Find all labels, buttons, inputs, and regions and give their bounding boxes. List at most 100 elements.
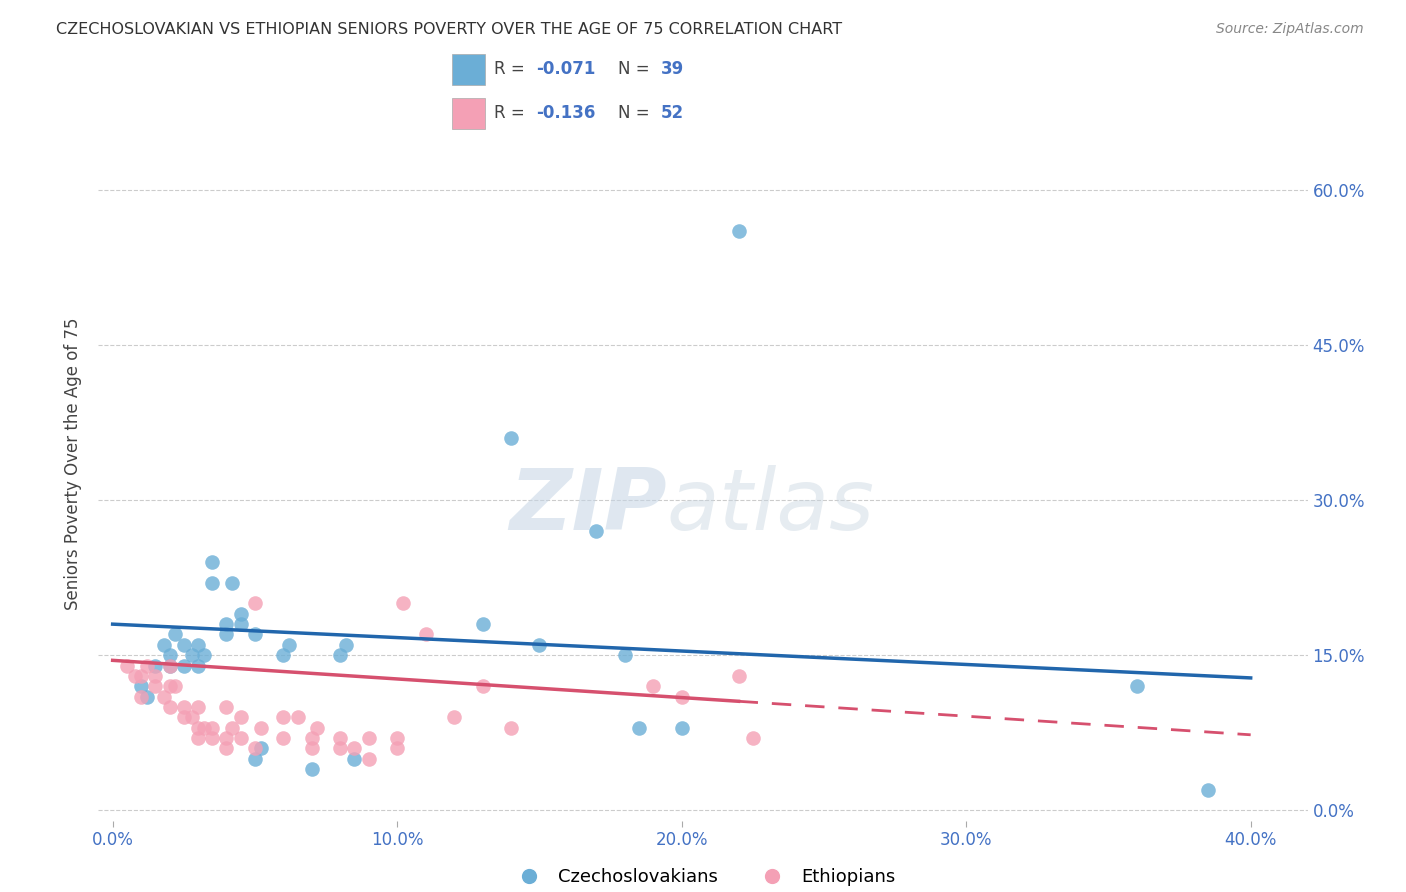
Point	[343, 741, 366, 756]
Point	[1197, 782, 1219, 797]
Point	[165, 679, 187, 693]
Point	[329, 648, 352, 662]
Point	[221, 575, 243, 590]
Point	[727, 669, 749, 683]
Point	[613, 648, 636, 662]
Point	[273, 710, 295, 724]
Point	[153, 638, 176, 652]
Point	[187, 721, 209, 735]
Point	[229, 710, 252, 724]
Text: N =: N =	[619, 104, 655, 122]
Point	[129, 669, 152, 683]
Point	[329, 731, 352, 745]
Point	[529, 638, 551, 652]
Point	[385, 731, 408, 745]
Point	[278, 638, 301, 652]
Point	[193, 721, 215, 735]
Point	[741, 731, 763, 745]
Point	[143, 669, 166, 683]
Point	[143, 679, 166, 693]
Bar	[451, 98, 485, 129]
Point	[201, 575, 224, 590]
Point	[129, 690, 152, 704]
Point	[187, 731, 209, 745]
Point	[229, 607, 252, 621]
Point	[249, 721, 271, 735]
Point	[129, 679, 152, 693]
Point	[585, 524, 607, 538]
Text: CZECHOSLOVAKIAN VS ETHIOPIAN SENIORS POVERTY OVER THE AGE OF 75 CORRELATION CHAR: CZECHOSLOVAKIAN VS ETHIOPIAN SENIORS POV…	[56, 22, 842, 37]
Point	[193, 648, 215, 662]
Point	[249, 741, 271, 756]
Point	[307, 721, 329, 735]
Text: R =: R =	[495, 61, 530, 78]
Point	[287, 710, 309, 724]
Point	[215, 627, 238, 641]
Text: 52: 52	[661, 104, 683, 122]
Point	[627, 721, 650, 735]
Point	[229, 731, 252, 745]
Bar	[451, 54, 485, 85]
Point	[727, 224, 749, 238]
Point	[499, 721, 522, 735]
Point	[335, 638, 357, 652]
Text: ZIP: ZIP	[509, 465, 666, 549]
Text: N =: N =	[619, 61, 655, 78]
Point	[329, 741, 352, 756]
Point	[1126, 679, 1149, 693]
Point	[173, 699, 195, 714]
Point	[221, 721, 243, 735]
Point	[159, 658, 181, 673]
Point	[159, 679, 181, 693]
Point	[243, 627, 266, 641]
Text: -0.071: -0.071	[537, 61, 596, 78]
Text: -0.136: -0.136	[537, 104, 596, 122]
Point	[173, 638, 195, 652]
Point	[392, 597, 415, 611]
Point	[243, 597, 266, 611]
Point	[357, 751, 380, 765]
Point	[243, 741, 266, 756]
Point	[201, 721, 224, 735]
Y-axis label: Seniors Poverty Over the Age of 75: Seniors Poverty Over the Age of 75	[65, 318, 83, 610]
Point	[215, 699, 238, 714]
Point	[201, 731, 224, 745]
Point	[159, 699, 181, 714]
Point	[671, 690, 693, 704]
Point	[215, 617, 238, 632]
Point	[159, 648, 181, 662]
Point	[173, 710, 195, 724]
Point	[471, 617, 494, 632]
Point	[273, 731, 295, 745]
Point	[181, 710, 204, 724]
Point	[143, 658, 166, 673]
Point	[187, 638, 209, 652]
Point	[443, 710, 465, 724]
Point	[385, 741, 408, 756]
Legend: Czechoslovakians, Ethiopians: Czechoslovakians, Ethiopians	[503, 862, 903, 892]
Point	[471, 679, 494, 693]
Point	[153, 690, 176, 704]
Point	[173, 658, 195, 673]
Text: Source: ZipAtlas.com: Source: ZipAtlas.com	[1216, 22, 1364, 37]
Point	[201, 555, 224, 569]
Point	[415, 627, 437, 641]
Point	[499, 431, 522, 445]
Text: atlas: atlas	[666, 465, 875, 549]
Point	[229, 617, 252, 632]
Point	[187, 658, 209, 673]
Point	[124, 669, 146, 683]
Point	[135, 658, 157, 673]
Text: 39: 39	[661, 61, 683, 78]
Point	[159, 658, 181, 673]
Point	[357, 731, 380, 745]
Point	[215, 731, 238, 745]
Point	[301, 762, 323, 776]
Point	[301, 731, 323, 745]
Point	[115, 658, 138, 673]
Point	[135, 690, 157, 704]
Point	[181, 648, 204, 662]
Point	[243, 751, 266, 765]
Point	[215, 741, 238, 756]
Point	[165, 627, 187, 641]
